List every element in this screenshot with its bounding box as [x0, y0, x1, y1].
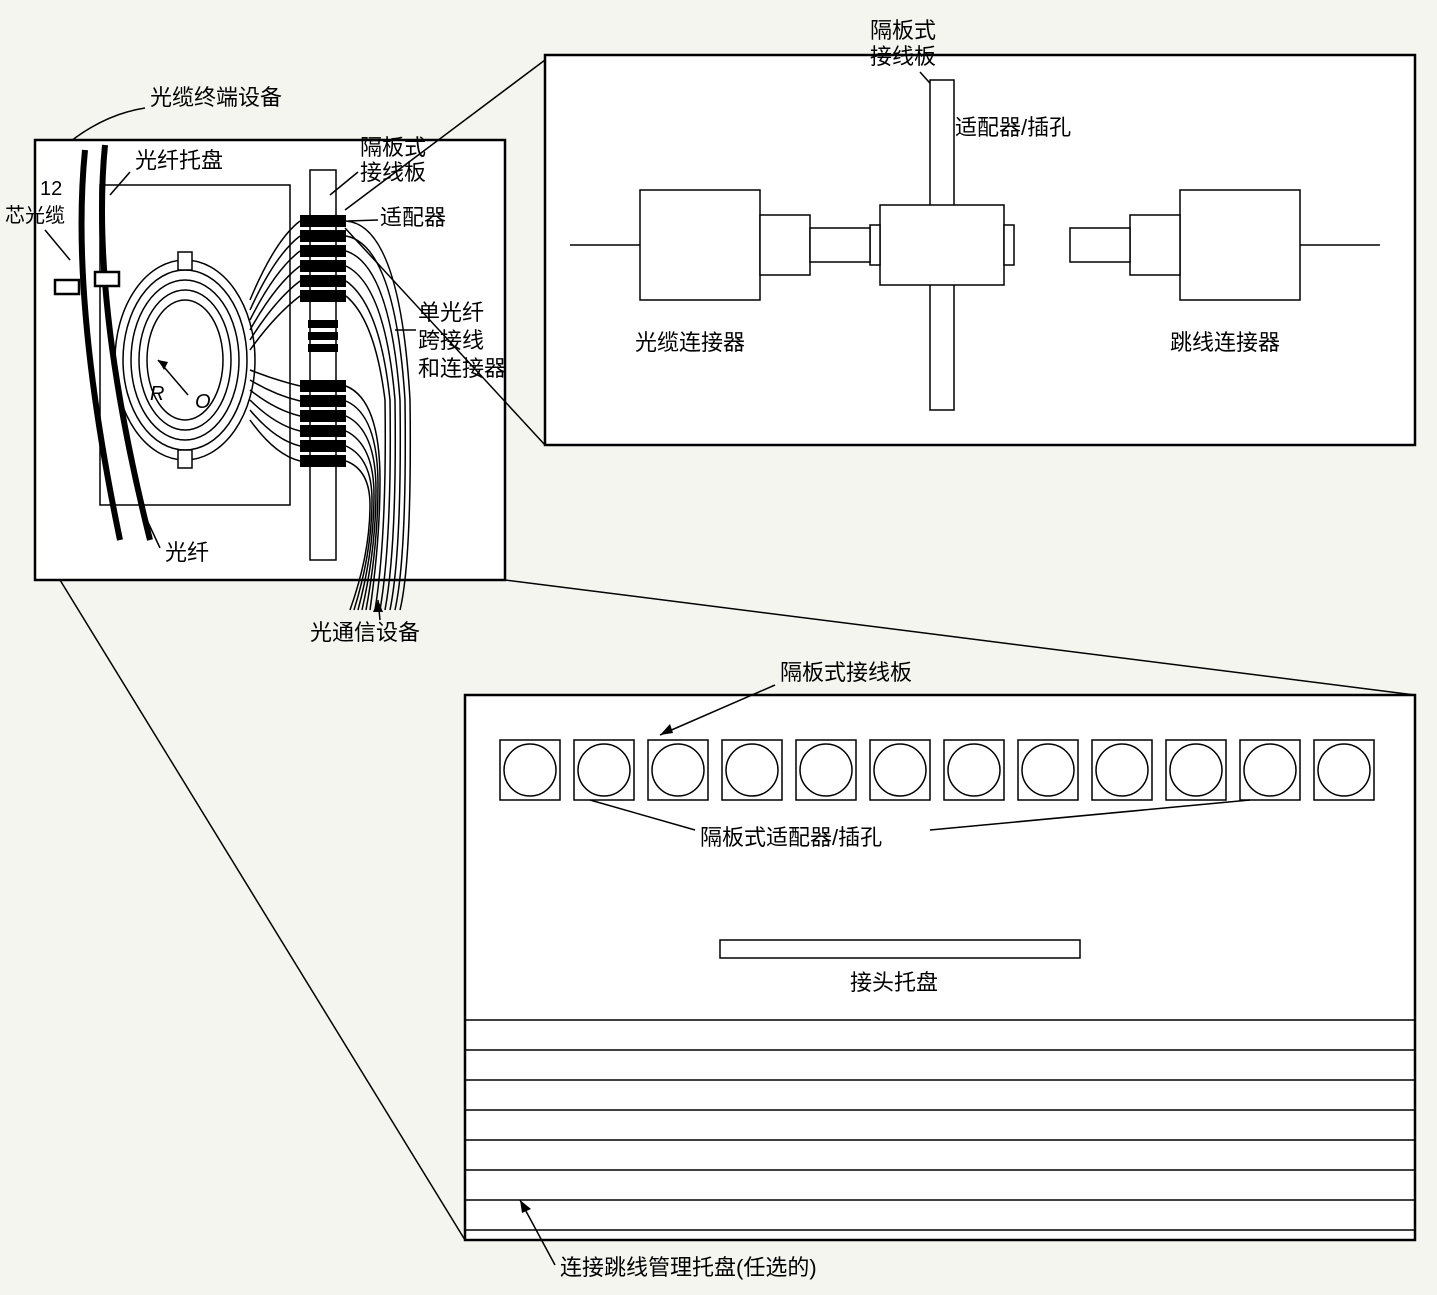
- singlefiber-2: 跨接线: [418, 328, 484, 353]
- port-square: [944, 740, 1004, 800]
- coil-clip-bot: [178, 450, 192, 468]
- adapter-group-small: [308, 320, 338, 352]
- adapter-jack-label: 适配器/插孔: [955, 115, 1071, 140]
- bulkhead-strip: [310, 170, 336, 560]
- connector-detail-panel: 隔板式 接线板 适配器/插孔 光缆连接器 跳线连接器: [545, 18, 1415, 445]
- coupler-1: [55, 280, 79, 294]
- bulkhead-adapter-label: 隔板式适配器/插孔: [700, 825, 882, 850]
- bulkhead-panel-label2: 隔板式接线板: [780, 660, 912, 685]
- patch-panel-rack: 隔板式接线板 隔板式适配器/插孔 接头托盘 连接跳线管理托盘(任选的): [465, 660, 1415, 1280]
- patch-cord-tray-label: 连接跳线管理托盘(任选的): [560, 1255, 817, 1280]
- adapter-label: 适配器: [380, 205, 446, 230]
- coupler-2: [95, 272, 119, 286]
- o-label: O: [195, 391, 211, 413]
- port-square: [1018, 740, 1078, 800]
- bulkhead-label-1b: 接线板: [360, 160, 426, 185]
- port-square: [1092, 740, 1152, 800]
- splice-tray-label: 接头托盘: [850, 970, 938, 995]
- singlefiber-1: 单光纤: [418, 300, 484, 325]
- cable-connector-label: 光缆连接器: [635, 330, 745, 355]
- fiber-tray-label: 光纤托盘: [135, 148, 223, 173]
- bulkhead-label-2a: 隔板式: [870, 18, 936, 43]
- port-square: [500, 740, 560, 800]
- port-square: [722, 740, 782, 800]
- fiber-label: 光纤: [165, 540, 209, 565]
- terminal-equipment-label: 光缆终端设备: [150, 85, 282, 110]
- port-square: [1240, 740, 1300, 800]
- patch-connector-label: 跳线连接器: [1170, 330, 1280, 355]
- leader-adapter: [348, 220, 378, 221]
- singlefiber-3: 和连接器: [418, 356, 506, 381]
- bulkhead-label-2b: 接线板: [870, 44, 936, 69]
- r-label: R: [150, 383, 164, 405]
- coil-clip-top: [178, 252, 192, 270]
- port-square: [870, 740, 930, 800]
- detail-adapter-flange-l: [870, 225, 880, 265]
- comm-equip-label: 光通信设备: [310, 620, 420, 645]
- fiber-optic-diagram: 光缆终端设备 光纤托盘 12 芯光缆 R O: [0, 0, 1437, 1295]
- twelve-label-1: 12: [40, 178, 62, 200]
- detail-adapter-flange-r: [1004, 225, 1014, 265]
- splice-tray-rect: [720, 940, 1080, 958]
- twelve-label-2: 芯光缆: [5, 204, 65, 227]
- terminal-equipment-panel: 光缆终端设备 光纤托盘 12 芯光缆 R O: [5, 85, 506, 645]
- port-square: [1166, 740, 1226, 800]
- port-square: [648, 740, 708, 800]
- port-square: [796, 740, 856, 800]
- detail-adapter-body: [880, 205, 1004, 285]
- port-square: [1314, 740, 1374, 800]
- port-square: [574, 740, 634, 800]
